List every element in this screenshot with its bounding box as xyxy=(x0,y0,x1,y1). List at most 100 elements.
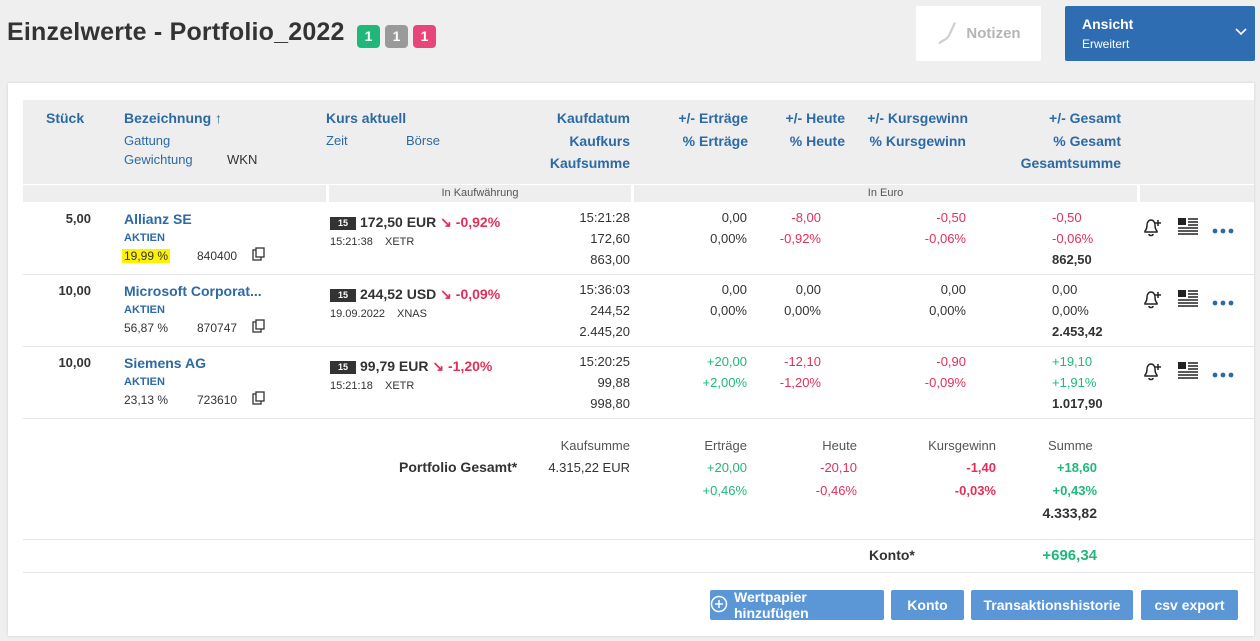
arrow-down-right-icon: ↘ xyxy=(440,286,452,302)
col-stueck[interactable]: Stück xyxy=(46,110,85,126)
col-pct-gesamt[interactable]: % Gesamt xyxy=(1053,133,1121,149)
summary-pct-kursgewinn: -0,03% xyxy=(954,483,996,498)
pencil-icon xyxy=(936,19,958,49)
subheader-divider xyxy=(1137,185,1140,202)
status-badge-red[interactable]: 1 xyxy=(413,25,436,48)
newspaper-icon[interactable] xyxy=(1177,288,1199,313)
ansicht-dropdown[interactable]: Ansicht Erweitert xyxy=(1065,6,1255,61)
status-badge-grey[interactable]: 1 xyxy=(385,25,408,48)
row-kurs-change: -0,09% xyxy=(455,286,501,302)
bell-plus-icon[interactable] xyxy=(1141,360,1163,387)
arrow-down-right-icon: ↘ xyxy=(440,214,452,230)
csv-export-button[interactable]: csv export xyxy=(1141,590,1238,620)
col-gewichtung[interactable]: Gewichtung xyxy=(124,152,193,167)
row-gewichtung: 19,99 % xyxy=(122,249,171,263)
subheader-euro: In Euro xyxy=(867,187,904,199)
row-ertraege: 0,00 xyxy=(721,210,747,225)
row-gesamtsumme: 2.453,42 xyxy=(1052,324,1103,339)
summary-gesamtsumme: 4.333,82 xyxy=(1042,505,1098,521)
copy-icon[interactable] xyxy=(252,391,265,410)
row-name-link[interactable]: Allianz SE xyxy=(124,211,192,227)
col-heute[interactable]: +/- Heute xyxy=(785,110,845,126)
konto-button[interactable]: Konto xyxy=(891,590,964,620)
sort-arrow-up-icon: ↑ xyxy=(215,110,223,126)
col-gattung[interactable]: Gattung xyxy=(124,133,171,148)
row-boerse: XETR xyxy=(385,380,415,392)
summary-heute-label: Heute xyxy=(822,438,857,453)
row-pct-ertraege: +2,00% xyxy=(702,375,747,390)
col-pct-ertraege[interactable]: % Erträge xyxy=(682,133,748,149)
ansicht-value: Erweitert xyxy=(1082,37,1130,51)
csv-export-label: csv export xyxy=(1154,597,1225,613)
copy-icon[interactable] xyxy=(252,319,265,338)
col-pct-kursgewinn[interactable]: % Kursgewinn xyxy=(869,133,966,149)
transaction-history-label: Transaktionshistorie xyxy=(983,597,1121,613)
subheader-divider xyxy=(631,185,634,202)
add-security-label: Wertpapier hinzufügen xyxy=(734,589,809,621)
col-kaufsumme[interactable]: Kaufsumme xyxy=(549,155,630,171)
summary-kursgewinn: -1,40 xyxy=(966,460,996,475)
status-badge-green[interactable]: 1 xyxy=(357,25,380,48)
bell-plus-icon[interactable] xyxy=(1141,216,1163,243)
row-kurs: 15 244,52 USD ↘ -0,09% xyxy=(330,286,500,303)
row-kurs: 15 172,50 EUR ↘ -0,92% xyxy=(330,214,500,231)
newspaper-icon[interactable] xyxy=(1177,216,1199,241)
konto-value: +696,34 xyxy=(1042,547,1097,564)
row-gesamt: +19,10 xyxy=(1052,354,1093,369)
col-kursgewinn[interactable]: +/- Kursgewinn xyxy=(867,110,968,126)
row-name-link[interactable]: Microsoft Corporat... xyxy=(124,283,262,299)
summary-summe: +18,60 xyxy=(1056,460,1097,475)
more-options-icon[interactable] xyxy=(1212,366,1234,384)
col-ertraege[interactable]: +/- Erträge xyxy=(678,110,748,126)
summary-ertraege: +20,00 xyxy=(706,460,747,475)
summary-summe-label: Summe xyxy=(1048,438,1093,453)
more-options-icon[interactable] xyxy=(1212,294,1234,312)
transaction-history-button[interactable]: Transaktionshistorie xyxy=(971,590,1133,620)
row-kaufdatum: 15:21:28 xyxy=(579,210,630,225)
row-kurs-value: 99,79 EUR xyxy=(360,358,429,374)
row-pct-heute: -0,92% xyxy=(779,231,821,246)
delay-tag: 15 xyxy=(330,288,356,302)
notizen-button[interactable]: Notizen xyxy=(916,6,1041,61)
col-kaufdatum[interactable]: Kaufdatum xyxy=(556,110,630,126)
summary-pct-heute: -0,46% xyxy=(815,483,857,498)
page-title: Einzelwerte - Portfolio_2022 xyxy=(7,18,345,46)
row-kaufkurs: 172,60 xyxy=(590,231,630,246)
col-zeit[interactable]: Zeit xyxy=(326,133,348,148)
summary-pct-ertraege: +0,46% xyxy=(702,483,747,498)
row-pct-kursgewinn: 0,00% xyxy=(929,303,966,318)
row-gattung: AKTIEN xyxy=(124,232,165,244)
row-pct-gesamt: -0,06% xyxy=(1052,231,1094,246)
more-options-icon[interactable] xyxy=(1212,222,1234,240)
row-pct-ertraege: 0,00% xyxy=(710,231,747,246)
row-kursgewinn: -0,50 xyxy=(936,210,966,225)
row-name-link[interactable]: Siemens AG xyxy=(124,355,206,371)
col-bezeichnung-label: Bezeichnung xyxy=(124,110,212,126)
row-gewichtung: 56,87 % xyxy=(124,321,169,335)
copy-icon[interactable] xyxy=(252,247,265,266)
col-boerse[interactable]: Börse xyxy=(406,133,440,148)
col-kurs-aktuell[interactable]: Kurs aktuell xyxy=(326,110,407,126)
row-gattung: AKTIEN xyxy=(124,304,165,316)
row-gattung: AKTIEN xyxy=(124,376,165,388)
row-kaufkurs: 99,88 xyxy=(597,375,630,390)
notizen-label: Notizen xyxy=(966,25,1021,42)
col-bezeichnung[interactable]: Bezeichnung ↑ xyxy=(124,110,222,126)
bell-plus-icon[interactable] xyxy=(1141,288,1163,315)
delay-tag: 15 xyxy=(330,360,356,374)
col-wkn: WKN xyxy=(227,152,258,167)
col-kaufkurs[interactable]: Kaufkurs xyxy=(569,133,630,149)
summary-label: Portfolio Gesamt* xyxy=(399,459,518,475)
col-gesamt[interactable]: +/- Gesamt xyxy=(1049,110,1121,126)
newspaper-icon[interactable] xyxy=(1177,360,1199,385)
summary-ertraege-label: Erträge xyxy=(704,438,747,453)
row-zeit: 19.09.2022 xyxy=(330,308,386,320)
col-gesamtsumme[interactable]: Gesamtsumme xyxy=(1020,155,1121,171)
col-pct-heute[interactable]: % Heute xyxy=(789,133,845,149)
row-zeit: 15:21:38 xyxy=(330,236,373,248)
konto-label: Konto* xyxy=(869,547,915,563)
summary-kaufsumme-label: Kaufsumme xyxy=(560,438,630,453)
row-gewichtung-value: 19,99 % xyxy=(122,249,171,263)
row-kurs-change: -1,20% xyxy=(448,358,493,374)
add-security-button[interactable]: Wertpapier hinzufügen xyxy=(710,589,884,621)
